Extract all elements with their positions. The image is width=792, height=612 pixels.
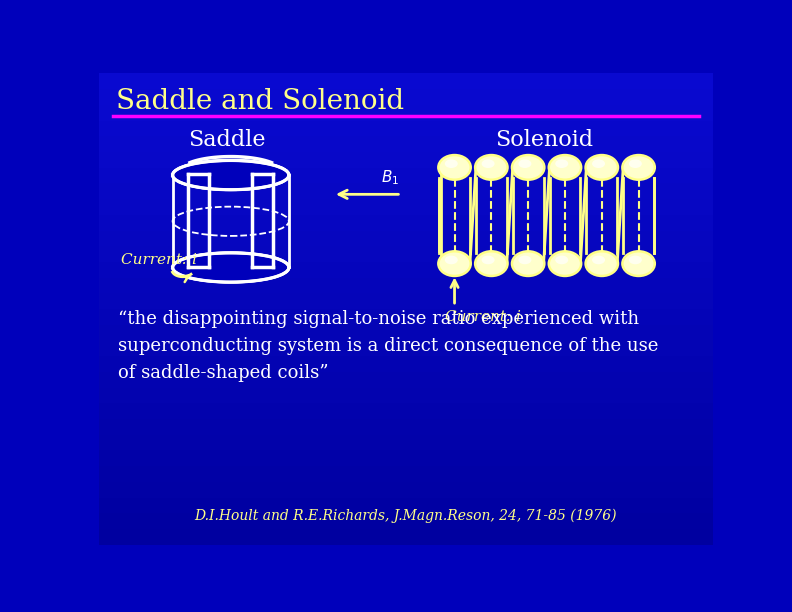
Ellipse shape <box>519 159 531 168</box>
Ellipse shape <box>519 256 531 264</box>
Text: $B_1$: $B_1$ <box>381 169 399 187</box>
Ellipse shape <box>445 159 458 168</box>
Ellipse shape <box>173 160 289 190</box>
Bar <box>99 435 713 450</box>
Ellipse shape <box>592 159 605 168</box>
Bar <box>99 215 713 231</box>
Ellipse shape <box>555 256 568 264</box>
Ellipse shape <box>549 155 581 180</box>
Bar <box>99 450 713 466</box>
Bar <box>99 403 713 419</box>
Ellipse shape <box>555 159 568 168</box>
Ellipse shape <box>445 256 458 264</box>
Text: “the disappointing signal-to-noise ratio experienced with
superconducting system: “the disappointing signal-to-noise ratio… <box>118 310 659 382</box>
Bar <box>99 325 713 340</box>
Bar <box>99 121 713 136</box>
Bar <box>99 466 713 482</box>
Bar <box>99 309 713 325</box>
Bar <box>99 293 713 309</box>
Bar <box>99 387 713 403</box>
Ellipse shape <box>549 252 581 276</box>
Bar <box>99 231 713 246</box>
Bar <box>99 152 713 168</box>
Bar <box>99 168 713 184</box>
Bar <box>99 419 713 435</box>
Ellipse shape <box>585 155 618 180</box>
Ellipse shape <box>592 256 605 264</box>
Ellipse shape <box>173 253 289 282</box>
Bar <box>99 262 713 278</box>
Ellipse shape <box>482 256 494 264</box>
Ellipse shape <box>623 155 655 180</box>
Bar <box>99 136 713 152</box>
Bar <box>99 199 713 215</box>
Ellipse shape <box>629 159 642 168</box>
Text: Solenoid: Solenoid <box>496 129 594 151</box>
Bar <box>99 498 713 513</box>
Bar <box>99 372 713 387</box>
Bar <box>99 356 713 372</box>
Text: Current: i: Current: i <box>120 253 196 267</box>
Ellipse shape <box>585 252 618 276</box>
Ellipse shape <box>482 159 494 168</box>
Text: D.I.Hoult and R.E.Richards, J.Magn.Reson, 24, 71-85 (1976): D.I.Hoult and R.E.Richards, J.Magn.Reson… <box>195 508 617 523</box>
Text: Saddle and Solenoid: Saddle and Solenoid <box>116 88 404 116</box>
Ellipse shape <box>475 155 508 180</box>
Bar <box>99 184 713 199</box>
Ellipse shape <box>438 252 470 276</box>
Ellipse shape <box>512 155 544 180</box>
Ellipse shape <box>623 252 655 276</box>
Ellipse shape <box>438 155 470 180</box>
Bar <box>99 89 713 105</box>
Bar <box>99 73 713 89</box>
Bar <box>99 529 713 545</box>
Ellipse shape <box>512 252 544 276</box>
Bar <box>99 278 713 293</box>
Text: Current: i: Current: i <box>445 310 521 324</box>
Ellipse shape <box>629 256 642 264</box>
Bar <box>99 482 713 498</box>
Text: Saddle: Saddle <box>188 129 265 151</box>
Bar <box>99 513 713 529</box>
Bar <box>99 246 713 262</box>
Bar <box>99 105 713 121</box>
Ellipse shape <box>475 252 508 276</box>
Bar <box>99 340 713 356</box>
